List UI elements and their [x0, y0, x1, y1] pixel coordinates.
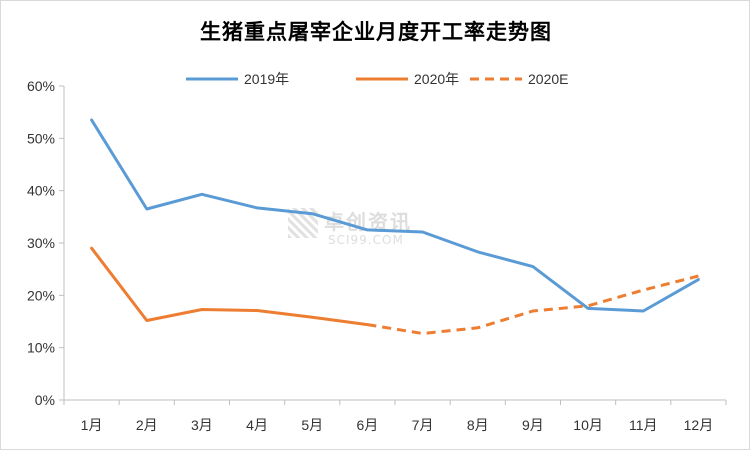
x-tick-label: 8月 — [467, 417, 489, 433]
x-tick-label: 11月 — [629, 417, 658, 433]
x-tick-label: 2月 — [136, 417, 158, 433]
series-line-2 — [90, 246, 369, 327]
watermark-subtext: SCI99.COM — [328, 233, 404, 247]
series-line-1 — [90, 118, 700, 313]
y-tick-label: 20% — [27, 287, 55, 303]
series-line-3 — [367, 274, 699, 335]
x-tick-label: 6月 — [357, 417, 379, 433]
legend-label: 2020E — [528, 71, 568, 87]
y-tick-label: 60% — [27, 78, 55, 94]
legend-label: 2019年 — [244, 71, 289, 87]
legend-label: 2020年 — [414, 71, 459, 87]
y-tick-label: 30% — [27, 235, 55, 251]
x-tick-label: 10月 — [573, 417, 603, 433]
x-tick-label: 4月 — [246, 417, 268, 433]
y-tick-label: 10% — [27, 340, 55, 356]
x-tick-label: 1月 — [81, 417, 103, 433]
x-tick-label: 12月 — [684, 417, 714, 433]
chart-title: 生猪重点屠宰企业月度开工率走势图 — [200, 19, 552, 44]
y-tick-label: 0% — [35, 392, 55, 408]
x-tick-label: 7月 — [412, 417, 434, 433]
y-tick-label: 50% — [27, 130, 55, 146]
x-tick-label: 3月 — [191, 417, 213, 433]
x-tick-label: 5月 — [301, 417, 323, 433]
x-tick-label: 9月 — [522, 417, 544, 433]
y-tick-label: 40% — [27, 183, 55, 199]
